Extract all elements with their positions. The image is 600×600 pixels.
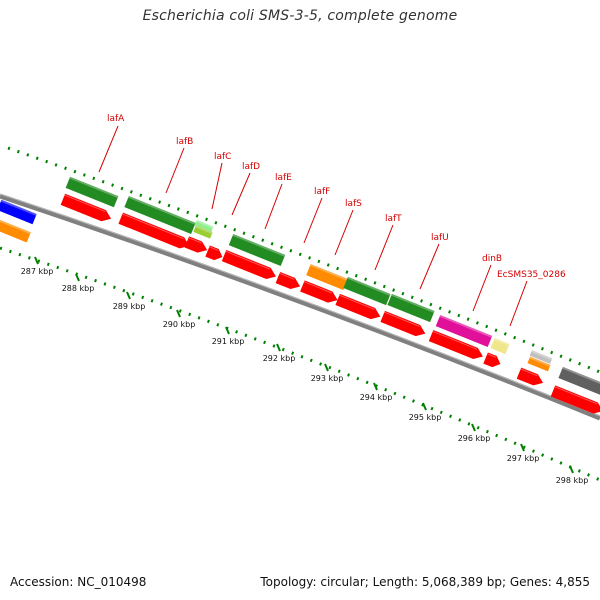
callout-line — [509, 280, 528, 327]
gene-label: lafA — [107, 114, 125, 124]
major-tick — [471, 423, 476, 432]
gene-label: lafE — [275, 173, 292, 183]
map-title: Escherichia coli SMS-3-5, complete genom… — [142, 8, 458, 24]
cds-arrow — [60, 193, 112, 222]
scale-label: 297 kbp — [507, 454, 540, 463]
gene-label: lafS — [345, 199, 362, 209]
orange-feature — [527, 356, 551, 372]
gene-label: lafB — [176, 137, 193, 147]
genome-backbone-highlight — [0, 193, 600, 417]
callout-line — [165, 147, 185, 194]
cds-arrow — [221, 249, 276, 280]
cds-arrow — [516, 367, 544, 386]
cds-arrow — [550, 385, 600, 414]
cds-arrow — [380, 310, 426, 337]
scale-label: 289 kbp — [113, 302, 146, 311]
footer: Accession: NC_010498 Topology: circular;… — [0, 575, 600, 593]
blue-feature — [0, 199, 37, 225]
orange-feature — [0, 219, 31, 243]
cds-arrow — [300, 280, 338, 303]
green-gene-feature — [124, 195, 196, 235]
magenta-feature — [435, 314, 493, 348]
light-green-feature — [194, 219, 214, 233]
major-tick — [225, 326, 230, 335]
scale-label: 298 kbp — [556, 476, 589, 485]
scale-label: 290 kbp — [163, 320, 196, 329]
scale-label: 292 kbp — [263, 354, 296, 363]
gene-label: lafU — [431, 233, 449, 243]
cds-arrow — [205, 245, 223, 261]
cds-arrow — [483, 352, 501, 368]
yellow-green-feature — [193, 225, 213, 239]
callout-line — [231, 172, 251, 216]
callout-line — [264, 183, 283, 230]
callout-line — [374, 224, 394, 271]
major-tick — [324, 363, 329, 372]
gene-label: EcSMS35_0286 — [497, 270, 566, 280]
major-tick — [176, 309, 181, 318]
green-gene-feature — [228, 233, 286, 267]
gene-label: lafF — [314, 187, 330, 197]
major-tick — [422, 402, 427, 411]
gene-label: lafD — [242, 162, 260, 172]
cds-arrow — [335, 293, 381, 320]
genome-stats: Topology: circular; Length: 5,068,389 bp… — [260, 575, 590, 589]
gray-feature — [558, 366, 600, 396]
major-tick — [75, 273, 80, 282]
major-tick — [520, 443, 525, 452]
green-gene-feature — [65, 176, 119, 208]
green-gene-feature — [387, 293, 435, 323]
outer-tick-row — [7, 146, 600, 374]
callout-line — [211, 162, 223, 210]
scale-label: 293 kbp — [311, 374, 344, 383]
major-tick — [569, 465, 574, 474]
feature-group — [0, 176, 600, 414]
major-tick — [373, 382, 378, 391]
callout-line — [98, 125, 119, 173]
callout-line — [303, 197, 323, 244]
gene-label: dinB — [482, 254, 502, 264]
scale-label: 288 kbp — [62, 284, 95, 293]
gray-feature — [529, 350, 553, 364]
green-gene-feature — [343, 276, 391, 306]
major-tick — [126, 291, 131, 300]
cds-arrow — [428, 329, 483, 360]
inner-tick-row — [0, 246, 600, 482]
gene-label: lafC — [214, 152, 231, 162]
major-tick — [34, 256, 39, 265]
cds-arrow — [118, 212, 190, 249]
callout-line — [419, 243, 440, 290]
scale-label: 295 kbp — [409, 413, 442, 422]
genome-backbone — [0, 193, 600, 421]
cds-arrow — [275, 271, 301, 290]
gene-label: lafT — [385, 214, 402, 224]
major-tick-group: 287 kbp 288 kbp 289 kbp 290 kbp 291 kbp 292 k… — [21, 256, 589, 485]
scale-label: 291 kbp — [212, 337, 245, 346]
khaki-feature — [490, 337, 510, 355]
scale-label: 294 kbp — [360, 393, 393, 402]
orange-feature — [306, 263, 348, 291]
callout-group: lafA lafB lafC lafD lafE lafF lafS lafT lafU dinB… — [98, 114, 566, 327]
scale-label: 287 kbp — [21, 267, 54, 276]
major-tick — [276, 343, 281, 352]
cds-arrow — [184, 236, 208, 253]
callout-line — [334, 209, 354, 256]
accession-text: Accession: NC_010498 — [10, 575, 147, 589]
scale-label: 296 kbp — [458, 434, 491, 443]
callout-line — [472, 264, 492, 312]
